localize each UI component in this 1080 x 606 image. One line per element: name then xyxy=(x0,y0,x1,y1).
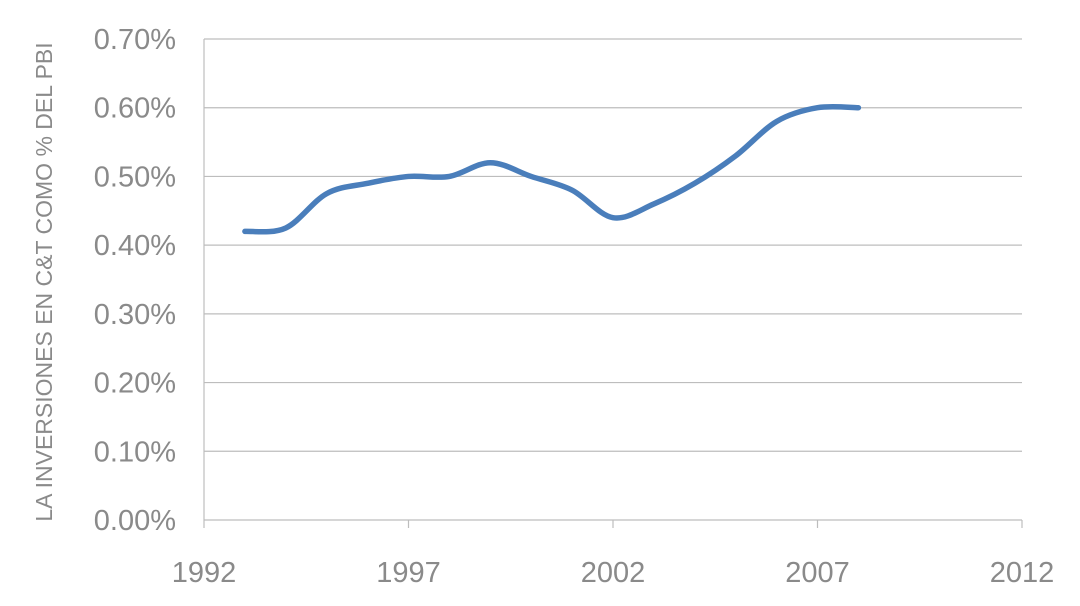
y-tick-label: 0.30% xyxy=(94,299,176,331)
data-point xyxy=(324,191,329,196)
y-tick-label: 0.40% xyxy=(94,230,176,262)
data-point xyxy=(692,181,697,186)
y-tick-label: 0.00% xyxy=(94,505,176,537)
data-point xyxy=(733,153,738,158)
y-tick-label: 0.10% xyxy=(94,436,176,468)
grid-layer xyxy=(204,38,1022,452)
y-tick-label: 0.70% xyxy=(94,24,176,56)
data-point xyxy=(651,201,656,206)
y-tick-label: 0.50% xyxy=(94,161,176,193)
data-point xyxy=(488,160,493,165)
series-line xyxy=(242,103,862,235)
data-point xyxy=(283,225,288,230)
data-point xyxy=(856,105,861,110)
y-tick-label: 0.60% xyxy=(94,93,176,125)
data-point xyxy=(774,119,779,124)
x-tick-labels: 1992 1997 2002 2007 2012 xyxy=(172,557,1055,589)
x-tick-label: 2007 xyxy=(785,557,850,589)
data-point xyxy=(365,181,370,186)
data-point xyxy=(815,105,820,110)
series-layer xyxy=(242,103,862,235)
data-point xyxy=(406,174,411,179)
data-point xyxy=(242,229,247,234)
y-tick-label: 0.20% xyxy=(94,368,176,400)
x-tick-label: 1992 xyxy=(172,557,237,589)
x-tick-label: 2012 xyxy=(990,557,1055,589)
data-point xyxy=(447,174,452,179)
y-tick-labels: 0.00% 0.10% 0.20% 0.30% 0.40% 0.50% 0.60% 0.70% xyxy=(94,24,176,537)
axis-layer xyxy=(203,39,1023,528)
y-axis-title: LA INVERSIONES EN C&T COMO % DEL PBI xyxy=(31,42,57,521)
data-point xyxy=(611,215,616,220)
x-tick-label: 2002 xyxy=(581,557,646,589)
data-point xyxy=(570,188,575,193)
x-tick-label: 1997 xyxy=(376,557,441,589)
data-point xyxy=(529,174,534,179)
